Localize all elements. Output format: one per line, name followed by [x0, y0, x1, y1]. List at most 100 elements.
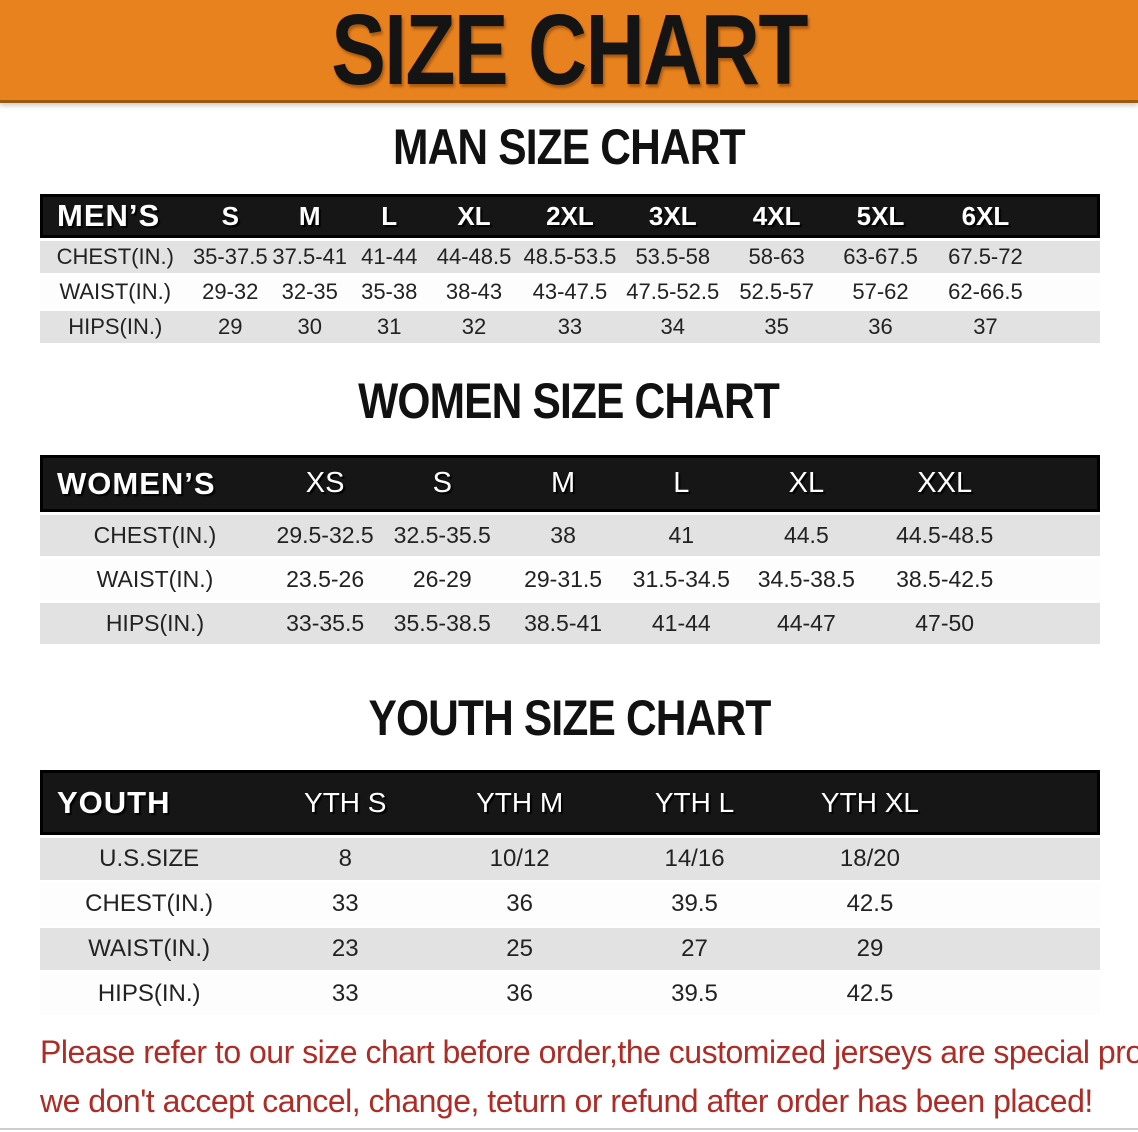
youth-section-title-text: YOUTH SIZE CHART	[368, 690, 771, 746]
size-column-header: 4XL	[724, 194, 829, 238]
measurement-value: 30	[270, 308, 350, 343]
measurement-row: WAIST(IN.) 23 25 27 29	[40, 925, 1100, 970]
measurement-value: 57-62	[828, 273, 933, 308]
measurement-value: 39.5	[607, 880, 782, 925]
measurement-label: CHEST(IN.)	[40, 880, 259, 925]
measurement-value: 32	[428, 308, 520, 343]
measurement-value: 26-29	[380, 556, 505, 600]
measurement-row: WAIST(IN.) 29-32 32-35 35-38 38-43 43-47.5 47.…	[40, 273, 1100, 308]
measurement-row: HIPS(IN.) 29 30 31 32 33 34 35 36 37	[40, 308, 1100, 343]
measurement-value: 33	[258, 880, 433, 925]
row-spacer	[957, 880, 1100, 925]
measurement-label: WAIST(IN.)	[40, 925, 259, 970]
measurement-row: U.S.SIZE 8 10/12 14/16 18/20	[40, 835, 1100, 880]
measurement-value: 35.5-38.5	[380, 600, 505, 644]
measurement-value: 33	[519, 308, 621, 343]
measurement-value: 44.5-48.5	[872, 512, 1018, 556]
measurement-row: CHEST(IN.) 35-37.5 37.5-41 41-44 44-48.5 48.5…	[40, 238, 1100, 273]
row-spacer	[1038, 308, 1100, 343]
measurement-label: CHEST(IN.)	[40, 512, 271, 556]
measurement-value: 63-67.5	[828, 238, 933, 273]
measurement-value: 44.5	[740, 512, 873, 556]
measurement-value: 67.5-72	[932, 238, 1039, 273]
measurement-value: 38-43	[428, 273, 520, 308]
measurement-value: 23	[258, 925, 433, 970]
measurement-label: WAIST(IN.)	[40, 273, 191, 308]
measurement-value: 37.5-41	[270, 238, 350, 273]
women-section-title-text: WOMEN SIZE CHART	[358, 373, 781, 429]
measurement-label: WAIST(IN.)	[40, 556, 271, 600]
size-column-header: 5XL	[828, 194, 933, 238]
row-spacer	[957, 835, 1100, 880]
measurement-value: 35-37.5	[190, 238, 270, 273]
measurement-row: HIPS(IN.) 33 36 39.5 42.5	[40, 970, 1100, 1015]
measurement-value: 42.5	[781, 970, 958, 1015]
size-column-header: YTH L	[607, 770, 782, 835]
measurement-value: 37	[932, 308, 1039, 343]
men-size-table: MEN’S S M L XL 2XL 3XL 4XL 5XL 6XL CHEST(IN.) 35-37…	[40, 194, 1100, 343]
measurement-value: 47.5-52.5	[620, 273, 725, 308]
measurement-value: 29	[190, 308, 270, 343]
size-column-header: XL	[428, 194, 520, 238]
measurement-value: 62-66.5	[932, 273, 1039, 308]
row-spacer	[1017, 556, 1100, 600]
banner-title: SIZE CHART	[331, 0, 808, 106]
size-column-header: 2XL	[519, 194, 621, 238]
measurement-label: CHEST(IN.)	[40, 238, 191, 273]
measurement-row: CHEST(IN.) 29.5-32.5 32.5-35.5 38 41 44.5 44.5…	[40, 512, 1100, 556]
measurement-value: 47-50	[872, 600, 1018, 644]
measurement-value: 48.5-53.5	[519, 238, 621, 273]
measurement-value: 44-48.5	[428, 238, 520, 273]
size-table-group-label: YOUTH	[40, 770, 259, 835]
measurement-value: 29.5-32.5	[270, 512, 381, 556]
measurement-value: 32.5-35.5	[380, 512, 505, 556]
header-spacer	[1017, 455, 1100, 512]
measurement-label: HIPS(IN.)	[40, 970, 259, 1015]
women-section-title: WOMEN SIZE CHART	[0, 373, 1138, 429]
measurement-value: 39.5	[607, 970, 782, 1015]
measurement-value: 31.5-34.5	[621, 556, 741, 600]
measurement-value: 27	[607, 925, 782, 970]
size-table-header-row: WOMEN’S XS S M L XL XXL	[40, 455, 1100, 512]
measurement-value: 29	[781, 925, 958, 970]
measurement-value: 33-35.5	[270, 600, 381, 644]
size-column-header: 6XL	[932, 194, 1039, 238]
measurement-value: 36	[432, 970, 608, 1015]
size-column-header: S	[380, 455, 505, 512]
disclaimer-line-2: we don't accept cancel, change, teturn o…	[40, 1083, 1093, 1119]
measurement-value: 34	[620, 308, 725, 343]
row-spacer	[957, 970, 1100, 1015]
header-spacer	[957, 770, 1100, 835]
men-section-title: MAN SIZE CHART	[0, 119, 1138, 175]
size-table-header-row: MEN’S S M L XL 2XL 3XL 4XL 5XL 6XL	[40, 194, 1100, 238]
measurement-value: 25	[432, 925, 608, 970]
size-column-header: YTH S	[258, 770, 433, 835]
measurement-value: 10/12	[432, 835, 608, 880]
size-chart-banner: SIZE CHART	[0, 0, 1138, 103]
measurement-value: 53.5-58	[620, 238, 725, 273]
measurement-value: 35	[724, 308, 829, 343]
measurement-value: 43-47.5	[519, 273, 621, 308]
header-spacer	[1038, 194, 1100, 238]
measurement-value: 18/20	[781, 835, 958, 880]
row-spacer	[1038, 238, 1100, 273]
disclaimer-line-1: Please refer to our size chart before or…	[40, 1034, 1138, 1070]
measurement-value: 41-44	[349, 238, 429, 273]
measurement-value: 32-35	[270, 273, 350, 308]
measurement-value: 29-32	[190, 273, 270, 308]
row-spacer	[957, 925, 1100, 970]
size-column-header: L	[621, 455, 741, 512]
size-column-header: XXL	[872, 455, 1018, 512]
measurement-value: 44-47	[740, 600, 873, 644]
measurement-row: HIPS(IN.) 33-35.5 35.5-38.5 38.5-41 41-44 44-…	[40, 600, 1100, 644]
measurement-row: WAIST(IN.) 23.5-26 26-29 29-31.5 31.5-34.5 34…	[40, 556, 1100, 600]
measurement-value: 14/16	[607, 835, 782, 880]
measurement-label: HIPS(IN.)	[40, 600, 271, 644]
disclaimer: Please refer to our size chart before or…	[40, 1028, 1138, 1126]
women-size-table: WOMEN’S XS S M L XL XXL CHEST(IN.) 29.5-32.5 32.5…	[40, 455, 1100, 644]
measurement-value: 41-44	[621, 600, 741, 644]
size-column-header: L	[349, 194, 429, 238]
size-column-header: S	[190, 194, 270, 238]
size-column-header: XS	[270, 455, 381, 512]
men-section-title-text: MAN SIZE CHART	[393, 119, 746, 175]
